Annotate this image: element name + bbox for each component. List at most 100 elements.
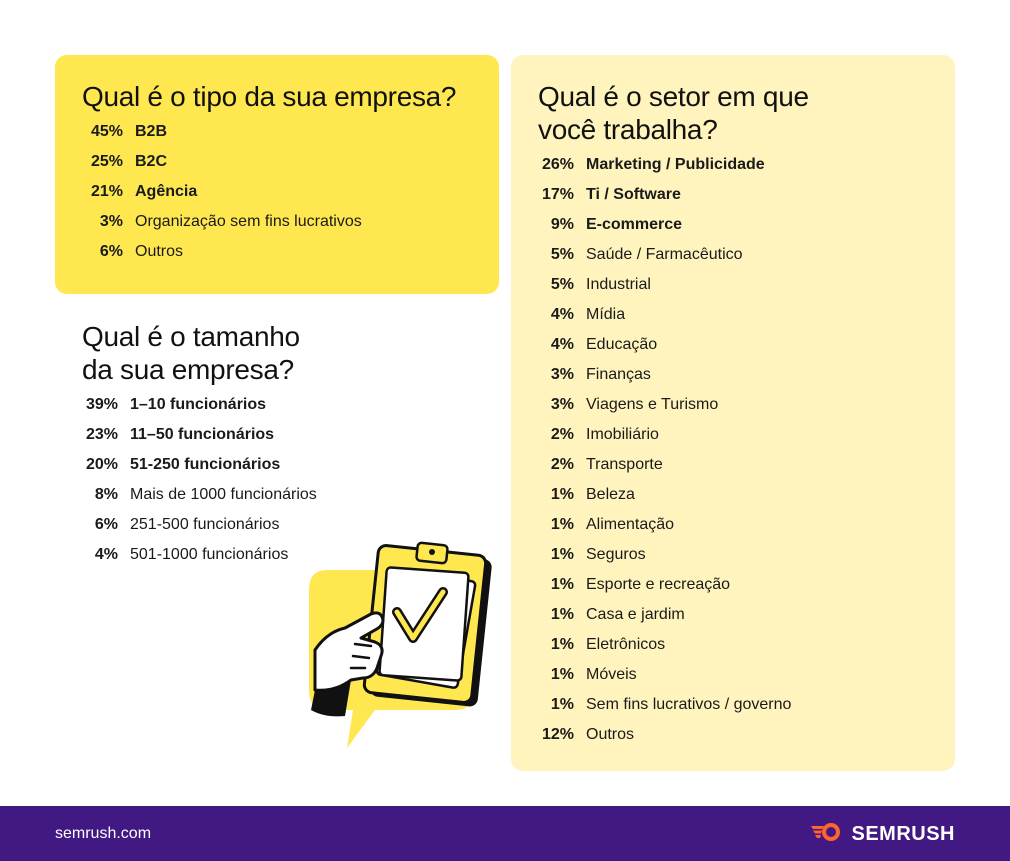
company-type-list: 45% B2B 25% B2C 21% Agência 3% Organização s… (85, 117, 362, 267)
list-item: 9% E-commerce (536, 210, 791, 240)
sector-title: Qual é o setor em que você trabalha? (538, 80, 809, 146)
list-item-pct: 1% (550, 666, 574, 683)
list-item-pct: 20% (85, 456, 118, 473)
list-item-pct: 6% (94, 516, 118, 533)
list-item-label: Móveis (586, 666, 637, 683)
list-item-label: Industrial (586, 276, 651, 293)
list-item-label: Ti / Software (586, 186, 681, 203)
company-type-title: Qual é o tipo da sua empresa? (82, 81, 457, 112)
list-item-label: Casa e jardim (586, 606, 685, 623)
list-item-label: Sem fins lucrativos / governo (586, 696, 792, 713)
list-item: 1% Esporte e recreação (536, 570, 791, 600)
clipboard-checkmark-hand-icon (305, 540, 495, 755)
list-item-pct: 23% (85, 426, 118, 443)
list-item: 4% 501-1000 funcionários (80, 540, 317, 570)
list-item: 1% Alimentação (536, 510, 791, 540)
sector-card: Qual é o setor em que você trabalha? 26%… (511, 55, 955, 771)
list-item: 25% B2C (85, 147, 362, 177)
list-item: 4% Mídia (536, 300, 791, 330)
list-item-pct: 2% (550, 456, 574, 473)
list-item-label: Alimentação (586, 516, 675, 533)
company-size-title: Qual é o tamanho da sua empresa? (82, 320, 300, 386)
list-item-label: Eletrônicos (586, 636, 666, 653)
list-item: 3% Organização sem fins lucrativos (85, 207, 362, 237)
list-item-label: Educação (586, 336, 658, 353)
list-item-label: Saúde / Farmacêutico (586, 246, 743, 263)
list-item: 5% Saúde / Farmacêutico (536, 240, 791, 270)
list-item-pct: 3% (550, 366, 574, 383)
list-item-label: 1–10 funcionários (130, 396, 267, 413)
list-item-pct: 6% (99, 243, 123, 260)
list-item-label: 501-1000 funcionários (130, 546, 289, 563)
list-item-pct: 8% (94, 486, 118, 503)
list-item: 6% 251-500 funcionários (80, 510, 317, 540)
list-item-pct: 26% (541, 156, 574, 173)
list-item-label: 51-250 funcionários (130, 456, 281, 473)
list-item: 1% Móveis (536, 660, 791, 690)
list-item: 20% 51-250 funcionários (80, 450, 317, 480)
list-item-pct: 9% (550, 216, 574, 233)
list-item: 2% Imobiliário (536, 420, 791, 450)
list-item: 1% Sem fins lucrativos / governo (536, 690, 792, 720)
list-item: 1% Casa e jardim (536, 600, 791, 630)
company-size-title-line1: Qual é o tamanho (82, 321, 300, 352)
list-item: 39% 1–10 funcionários (80, 390, 317, 420)
list-item: 21% Agência (85, 177, 362, 207)
list-item-pct: 1% (550, 486, 574, 503)
list-item: 8% Mais de 1000 funcionários (80, 480, 317, 510)
list-item-pct: 17% (541, 186, 574, 203)
list-item-pct: 21% (90, 183, 123, 200)
list-item: 12% Outros (536, 720, 791, 750)
list-item: 5% Industrial (536, 270, 791, 300)
semrush-logo[interactable]: SEMRUSH (811, 822, 955, 846)
list-item: 17% Ti / Software (536, 180, 791, 210)
company-type-card: Qual é o tipo da sua empresa? 45% B2B 25%… (55, 55, 499, 294)
list-item-pct: 1% (550, 636, 574, 653)
list-item-label: Mídia (586, 306, 626, 323)
list-item-pct: 2% (550, 426, 574, 443)
list-item-label: B2C (135, 153, 168, 170)
list-item-label: 251-500 funcionários (130, 516, 280, 533)
list-item-label: Beleza (586, 486, 635, 503)
list-item: 3% Viagens e Turismo (536, 390, 791, 420)
list-item-label: Esporte e recreação (586, 576, 731, 593)
list-item: 6% Outros (85, 237, 362, 267)
list-item-label: Finanças (586, 366, 651, 383)
list-item-label: Mais de 1000 funcionários (130, 486, 317, 503)
list-item-label: Organização sem fins lucrativos (135, 213, 362, 230)
footer-bar: semrush.com SEMRUSH (0, 806, 1010, 861)
list-item-pct: 1% (550, 576, 574, 593)
list-item-pct: 4% (550, 306, 574, 323)
list-item-label: B2B (135, 123, 168, 140)
list-item-pct: 25% (90, 153, 123, 170)
list-item-label: Outros (135, 243, 184, 260)
list-item: 26% Marketing / Publicidade (536, 150, 791, 180)
list-item-pct: 45% (90, 123, 123, 140)
list-item-pct: 5% (550, 276, 574, 293)
list-item-pct: 1% (550, 696, 574, 713)
list-item-label: Seguros (586, 546, 646, 563)
list-item-pct: 12% (541, 726, 574, 743)
list-item-pct: 3% (99, 213, 123, 230)
list-item: 1% Eletrônicos (536, 630, 791, 660)
list-item-label: 11–50 funcionários (130, 426, 275, 443)
list-item-pct: 1% (550, 606, 574, 623)
list-item-pct: 5% (550, 246, 574, 263)
list-item-label: Agência (135, 183, 198, 200)
list-item-label: Transporte (586, 456, 663, 473)
list-item: 4% Educação (536, 330, 791, 360)
list-item-pct: 4% (550, 336, 574, 353)
sector-title-line2: você trabalha? (538, 114, 718, 145)
sector-title-line1: Qual é o setor em que (538, 81, 809, 112)
semrush-brand-name: SEMRUSH (851, 822, 955, 845)
list-item-label: Outros (586, 726, 635, 743)
list-item-pct: 1% (550, 516, 574, 533)
list-item: 3% Finanças (536, 360, 791, 390)
list-item: 1% Seguros (536, 540, 791, 570)
sector-list: 26% Marketing / Publicidade 17% Ti / Softw… (536, 150, 791, 750)
company-size-title-line2: da sua empresa? (82, 354, 294, 385)
footer-url-link[interactable]: semrush.com (55, 825, 152, 842)
list-item: 23% 11–50 funcionários (80, 420, 317, 450)
list-item: 1% Beleza (536, 480, 791, 510)
company-size-list: 39% 1–10 funcionários 23% 11–50 funcionári… (80, 390, 317, 570)
